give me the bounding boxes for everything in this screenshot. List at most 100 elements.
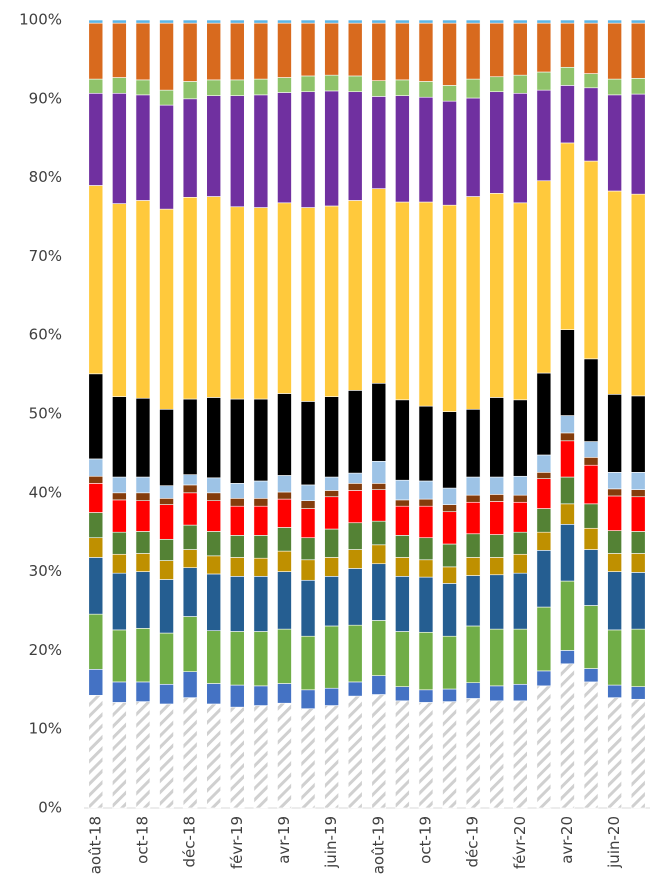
bar-segment (607, 488, 622, 497)
y-tick-label: 100% (19, 11, 62, 29)
bar-segment (135, 492, 151, 501)
bar-segment (442, 487, 457, 505)
bar-segment (112, 531, 127, 555)
bar-segment (135, 79, 151, 96)
bar-segment (253, 19, 269, 24)
bar-segment (536, 89, 552, 182)
bar-segment (395, 95, 410, 203)
bar-segment (206, 531, 222, 557)
bar-segment (277, 628, 292, 684)
bar-segment (371, 675, 387, 695)
bar-segment (512, 683, 528, 702)
bar-segment (135, 200, 151, 399)
bar-segment (536, 685, 552, 809)
bar-segment (229, 706, 245, 809)
bar-segment (395, 19, 410, 24)
bar-segment (182, 98, 198, 198)
bar-segment (135, 94, 151, 201)
bar-segment (418, 96, 434, 203)
bar-segment (300, 19, 316, 24)
bar-segment (88, 22, 104, 80)
bar-segment (135, 531, 151, 554)
bar-segment (371, 460, 387, 484)
bar-segment (630, 93, 646, 195)
bar-segment (253, 631, 269, 687)
bar-segment (112, 92, 127, 204)
bar-segment (395, 79, 410, 96)
bar-segment (465, 557, 481, 576)
bar-segment (324, 476, 339, 491)
bar-segment (277, 202, 292, 394)
bar-segment (206, 500, 222, 532)
bar-segment (159, 504, 174, 540)
bar-segment (253, 398, 269, 482)
bar-segment (583, 527, 599, 550)
bar-segment (229, 483, 245, 499)
bar-segment (277, 683, 292, 704)
bar-segment (159, 560, 174, 580)
bar-segment (536, 454, 552, 473)
bar-segment (395, 22, 410, 81)
bar-segment (560, 415, 575, 434)
bar-segment (512, 19, 528, 24)
bar-segment (465, 682, 481, 699)
bar-segment (465, 476, 481, 496)
bar-segment (88, 512, 104, 539)
bar-segment (512, 531, 528, 555)
bar-segment (182, 81, 198, 100)
bar-segment (607, 190, 622, 395)
bar-segment (112, 203, 127, 397)
bar-segment (112, 22, 127, 78)
bar-segment (418, 201, 434, 407)
bar-segment (88, 78, 104, 94)
bar-segment (182, 524, 198, 550)
bar-segment (347, 549, 363, 569)
bar-segment (159, 22, 174, 91)
bar-segment (536, 531, 552, 551)
bar-segment (371, 19, 387, 24)
bar-segment (442, 411, 457, 489)
bar-segment (560, 19, 575, 24)
y-tick-label: 20% (29, 641, 62, 659)
bar-segment (182, 474, 198, 486)
bar-segment (512, 553, 528, 574)
bar-segment (159, 538, 174, 561)
bar-segment (583, 503, 599, 529)
bar-segment (347, 472, 363, 484)
bar-segment (512, 74, 528, 94)
bar-segment (206, 196, 222, 398)
bar-segment (324, 496, 339, 530)
bar-segment (324, 490, 339, 498)
x-tick-label: août-18 (86, 816, 104, 874)
bar-segment (607, 530, 622, 554)
bar-segment (253, 705, 269, 809)
bar-segment (277, 702, 292, 809)
bar-segment (418, 498, 434, 507)
bar-segment (112, 499, 127, 533)
bar-segment (442, 19, 457, 24)
bar-segment (607, 697, 622, 809)
bar-segment (583, 457, 599, 466)
bar-segment (347, 19, 363, 24)
bar-segment (465, 78, 481, 99)
bar-segment (182, 22, 198, 82)
bar-segment (206, 573, 222, 631)
bar-segment (418, 631, 434, 691)
bar-segment (253, 685, 269, 706)
bar-segment (347, 91, 363, 201)
bar-segment (300, 22, 316, 77)
bar-segment (182, 197, 198, 400)
bar-segment (206, 492, 222, 501)
bar-segment (324, 90, 339, 207)
bar-segment (418, 559, 434, 578)
bar-segment (536, 606, 552, 672)
bar-segment (489, 76, 505, 93)
bar-segment (583, 681, 599, 809)
bar-segment (277, 77, 292, 93)
bar-segment (560, 142, 575, 330)
bar-segment (135, 500, 151, 532)
bar-segment (442, 204, 457, 412)
bar-segment (324, 687, 339, 706)
bar-segment (182, 19, 198, 24)
bar-segment (159, 104, 174, 210)
